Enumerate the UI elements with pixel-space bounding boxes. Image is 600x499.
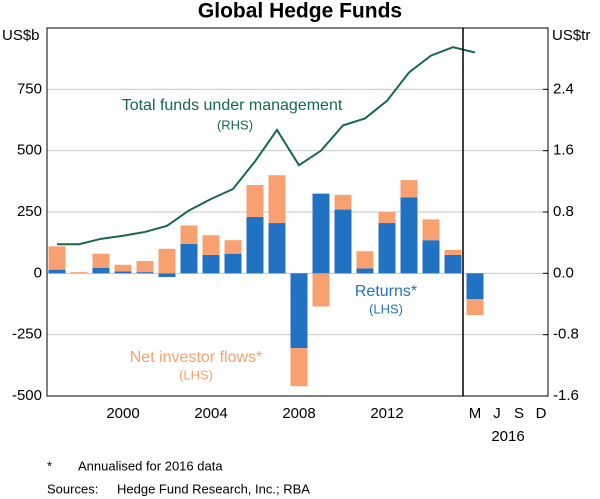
bar xyxy=(48,246,66,270)
y-tick-label: -500 xyxy=(12,387,42,404)
annotation: (LHS) xyxy=(369,301,403,316)
plot-frame xyxy=(46,27,549,397)
bar xyxy=(422,240,440,274)
bar xyxy=(114,271,132,274)
bar xyxy=(268,223,286,274)
bar xyxy=(400,180,418,198)
bar xyxy=(48,269,66,274)
bar xyxy=(92,253,110,268)
bar xyxy=(466,299,484,316)
bar xyxy=(202,254,220,274)
bar xyxy=(290,273,308,349)
bar xyxy=(268,175,286,224)
bar xyxy=(312,193,330,274)
y-tick-label: -250 xyxy=(12,326,42,343)
bar xyxy=(444,250,462,255)
bar xyxy=(158,248,176,274)
footnote-marker: * xyxy=(47,458,52,473)
annotation: (LHS) xyxy=(179,367,213,382)
y2-tick-label: -1.6 xyxy=(553,387,579,404)
bar xyxy=(356,251,374,269)
bar xyxy=(224,253,242,274)
annotation: Net investor flows* xyxy=(130,349,263,366)
bar xyxy=(312,273,330,307)
month-label: D xyxy=(536,405,547,422)
month-label: J xyxy=(493,405,501,422)
y-tick-label: 500 xyxy=(17,142,42,159)
y2-tick-label: -0.8 xyxy=(553,326,579,343)
bar xyxy=(92,267,110,274)
bar xyxy=(136,261,154,273)
chart-title: Global Hedge Funds xyxy=(198,0,402,23)
bar xyxy=(136,272,154,274)
bar xyxy=(180,225,198,244)
month-label: M xyxy=(469,405,482,422)
bar xyxy=(334,194,352,210)
bar xyxy=(378,212,396,224)
y-unit: US$b xyxy=(2,27,40,44)
bar xyxy=(422,219,440,241)
bar xyxy=(400,197,418,274)
annotation: Returns* xyxy=(355,283,417,300)
sources-label: Sources: xyxy=(47,481,98,496)
month-label: S xyxy=(514,405,524,422)
y2-tick-label: 0.0 xyxy=(553,264,574,281)
y2-tick-label: 2.4 xyxy=(553,80,574,97)
x-tick-label: 2004 xyxy=(194,405,227,422)
bar xyxy=(158,273,176,278)
annotation: Total funds under management xyxy=(122,97,343,114)
annotation: (RHS) xyxy=(217,117,253,132)
y-tick-label: 250 xyxy=(17,203,42,220)
bar xyxy=(202,235,220,255)
bar xyxy=(466,273,484,300)
bar xyxy=(356,268,374,274)
x-tick-label: 2000 xyxy=(106,405,139,422)
bar xyxy=(444,254,462,274)
month-year: 2016 xyxy=(491,428,524,445)
y2-tick-label: 1.6 xyxy=(553,142,574,159)
footnote: Annualised for 2016 data xyxy=(78,458,223,473)
y-tick-label: 0 xyxy=(34,264,42,281)
bar xyxy=(378,223,396,274)
bar xyxy=(334,209,352,274)
x-tick-label: 2012 xyxy=(370,405,403,422)
sources: Hedge Fund Research, Inc.; RBA xyxy=(117,481,310,496)
bar xyxy=(70,272,88,274)
bar xyxy=(246,216,264,274)
bar xyxy=(114,264,132,272)
bar xyxy=(224,240,242,254)
y2-tick-label: 0.8 xyxy=(553,203,574,220)
bar xyxy=(290,348,308,387)
line xyxy=(57,46,476,246)
y2-unit: US$tr xyxy=(552,27,590,44)
bar xyxy=(180,243,198,274)
y-tick-label: 750 xyxy=(17,80,42,97)
bar xyxy=(246,185,264,217)
x-tick-label: 2008 xyxy=(282,405,315,422)
